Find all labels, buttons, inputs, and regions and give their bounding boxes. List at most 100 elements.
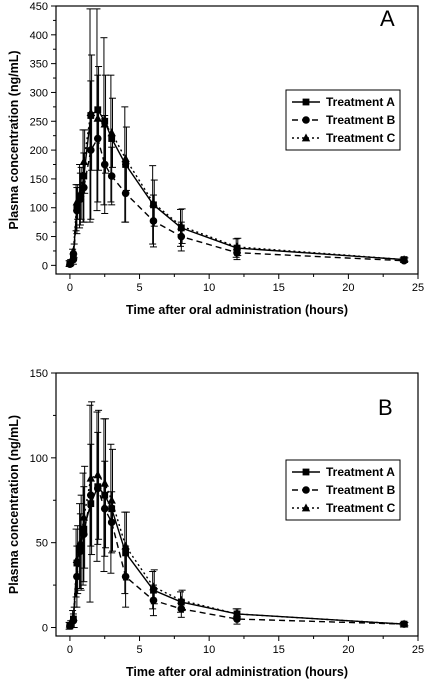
data-point (177, 605, 186, 613)
x-tick-label: 5 (136, 282, 142, 294)
data-point (149, 596, 158, 605)
data-point (100, 504, 109, 513)
legend-marker (302, 116, 310, 124)
legend-marker (301, 133, 311, 142)
legend-label: Treatment B (326, 113, 396, 127)
data-point (100, 119, 109, 128)
data-point (149, 582, 158, 591)
data-point (100, 160, 109, 169)
data-point (93, 113, 102, 122)
y-tick-label: 300 (30, 87, 48, 99)
data-point (399, 255, 409, 263)
y-axis-title: Plasma concentration (ng/mL) (7, 50, 21, 229)
data-point (93, 484, 102, 493)
y-tick-label: 350 (30, 59, 48, 71)
legend-label: Treatment C (326, 501, 396, 515)
data-point (80, 530, 88, 538)
y-tick-label: 200 (30, 145, 48, 157)
x-axis-title: Time after oral administration (hours) (126, 303, 348, 317)
panel-letter: B (378, 395, 393, 420)
series-treatment-c (65, 401, 409, 629)
data-point (149, 217, 158, 225)
data-point (93, 134, 102, 143)
plot-frame (55, 5, 419, 275)
data-point (107, 518, 116, 527)
data-point (232, 242, 242, 251)
data-point (121, 541, 130, 550)
data-point (177, 221, 186, 230)
data-point (79, 512, 89, 521)
data-point (73, 572, 81, 581)
data-point (72, 555, 82, 564)
data-point (69, 612, 78, 621)
data-point (107, 495, 116, 504)
data-point (177, 595, 186, 604)
data-point (79, 157, 89, 166)
data-point (80, 183, 88, 192)
y-tick-label: 250 (30, 116, 48, 128)
x-tick-label: 20 (342, 282, 354, 294)
data-point (149, 198, 158, 207)
legend-label: Treatment A (326, 95, 395, 109)
y-tick-label: 400 (30, 30, 48, 42)
data-point (177, 232, 186, 241)
panel-letter: A (380, 6, 395, 31)
data-point (76, 188, 85, 197)
y-tick-label: 0 (42, 260, 48, 272)
data-point (107, 128, 116, 137)
chart-panel-b: 0 5 10 15 20 25 0 50 100 150 Time after oral admin… (7, 368, 424, 679)
data-point (232, 609, 242, 618)
legend-label: Treatment B (326, 483, 396, 497)
x-tick-label: 20 (342, 644, 354, 656)
x-tick-label: 15 (273, 282, 285, 294)
y-tick-label: 150 (30, 174, 48, 186)
data-point (65, 257, 75, 266)
x-tick-label: 0 (67, 644, 73, 656)
x-axis-title: Time after oral administration (hours) (126, 665, 348, 679)
x-tick-label: 5 (136, 644, 142, 656)
data-point (233, 248, 241, 257)
x-tick-label: 0 (67, 282, 73, 294)
y-tick-label: 450 (30, 1, 48, 13)
y-tick-label: 150 (30, 368, 48, 380)
legend-label: Treatment C (326, 131, 396, 145)
series-line (69, 473, 405, 625)
y-tick-label: 50 (36, 232, 48, 244)
data-point (86, 473, 96, 482)
data-point (73, 206, 81, 215)
series-treatment-c (65, 54, 409, 266)
data-point (121, 572, 130, 581)
legend: Treatment A Treatment B Treatment C (285, 459, 401, 521)
data-point (87, 146, 95, 154)
data-point (87, 491, 95, 499)
legend-marker (301, 503, 311, 512)
chart-panel-a: 0 5 10 15 20 25050100150200250300350400450Tim… (7, 1, 424, 317)
x-tick-label: 15 (273, 644, 285, 656)
x-tick-label: 10 (203, 644, 215, 656)
data-point (76, 538, 85, 547)
data-point (93, 470, 102, 479)
y-axis-title: Plasma concentration (ng/mL) (7, 415, 21, 594)
legend-marker (302, 468, 310, 476)
y-tick-label: 100 (30, 453, 48, 465)
x-tick-label: 25 (412, 644, 424, 656)
y-tick-label: 100 (30, 203, 48, 215)
legend: Treatment A Treatment B Treatment C (285, 89, 401, 151)
x-tick-label: 10 (203, 282, 215, 294)
data-point (107, 172, 116, 180)
data-point (86, 108, 96, 117)
data-point (72, 197, 82, 206)
plot-frame (55, 372, 419, 637)
data-point (121, 154, 130, 163)
data-point (65, 619, 75, 628)
data-point (399, 619, 409, 628)
series-line (69, 136, 405, 265)
data-point (108, 135, 116, 142)
data-point (100, 478, 109, 487)
x-tick-label: 25 (412, 282, 424, 294)
legend-marker (302, 98, 310, 106)
y-tick-label: 0 (42, 623, 48, 635)
y-tick-label: 50 (36, 538, 48, 550)
legend-marker (302, 486, 310, 494)
legend-label: Treatment A (326, 465, 395, 479)
